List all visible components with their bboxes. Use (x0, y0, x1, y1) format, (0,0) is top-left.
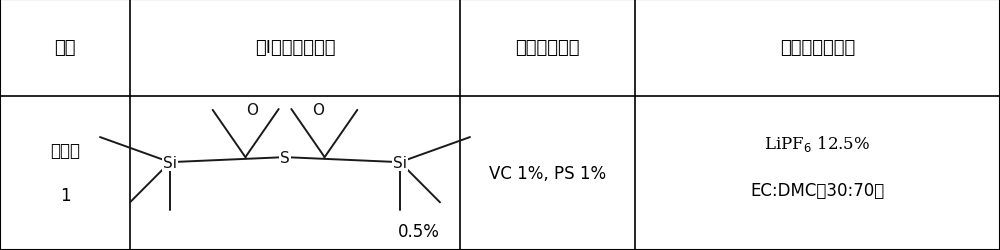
Text: 锦盐及非水溶剂: 锦盐及非水溶剂 (780, 39, 855, 57)
Text: LiPF$_6$ 12.5%: LiPF$_6$ 12.5% (764, 133, 871, 153)
Text: 1: 1 (60, 187, 70, 204)
Text: S: S (280, 150, 290, 165)
Text: 添加剂及含量: 添加剂及含量 (515, 39, 580, 57)
Text: 组别: 组别 (54, 39, 76, 57)
Text: Si: Si (393, 155, 407, 170)
Text: O: O (312, 102, 324, 118)
Text: VC 1%, PS 1%: VC 1%, PS 1% (489, 164, 606, 182)
Text: 实施例: 实施例 (50, 142, 80, 160)
Text: 式I化合物及含量: 式I化合物及含量 (255, 39, 335, 57)
Text: O: O (246, 102, 258, 118)
Text: EC:DMC（30:70）: EC:DMC（30:70） (750, 182, 885, 200)
Text: 0.5%: 0.5% (398, 222, 440, 240)
Text: Si: Si (163, 155, 177, 170)
